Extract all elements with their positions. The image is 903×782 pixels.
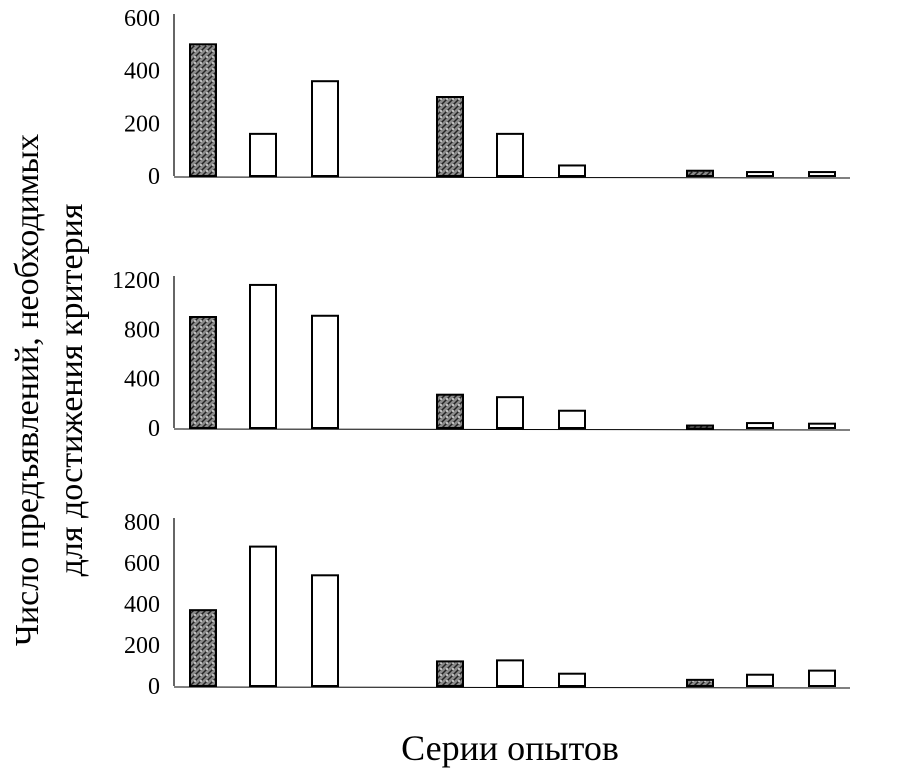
bar-panel1-group2-bar3 — [558, 164, 586, 177]
bar-panel1-group3-bar1 — [686, 169, 714, 178]
bar-panel3-group1-bar3 — [311, 574, 339, 687]
bar-panel1-group1-bar3 — [311, 80, 339, 177]
y-axis-label-line1: Число предъявлений, необходимых — [9, 134, 46, 646]
panel-2: 0 400 800 1200 — [112, 268, 851, 442]
bar-panel2-group2-bar3 — [558, 409, 586, 430]
bar-panel3-group1-bar2 — [249, 545, 277, 687]
x-axis — [173, 176, 851, 179]
bar-panel2-group3-bar3 — [808, 422, 836, 429]
y-tick-label: 600 — [124, 6, 160, 32]
bar-panel2-group1-bar3 — [311, 314, 339, 429]
bar-panel3-group2-bar2 — [496, 659, 524, 687]
bar-panel1-group2-bar1 — [436, 96, 464, 177]
bar-panel2-group1-bar2 — [249, 283, 277, 429]
bar-panel3-group2-bar1 — [436, 660, 464, 688]
y-tick-label: 600 — [124, 551, 160, 577]
bar-panel2-group2-bar1 — [436, 393, 464, 430]
bar-panel1-group1-bar2 — [249, 132, 277, 178]
bar-panel1-group3-bar2 — [746, 171, 774, 178]
x-axis — [173, 428, 851, 431]
bar-panel3-group3-bar3 — [808, 669, 836, 687]
y-tick-label: 800 — [124, 510, 160, 536]
y-tick-label: 0 — [148, 164, 160, 190]
bar-panel3-group3-bar2 — [746, 673, 774, 687]
y-tick-label: 200 — [124, 633, 160, 659]
bar-panel2-group1-bar1 — [189, 316, 217, 429]
bar-panel2-group3-bar2 — [746, 422, 774, 430]
y-tick-label: 0 — [148, 416, 160, 442]
x-axis — [173, 686, 851, 689]
bar-panel1-group1-bar1 — [189, 43, 217, 178]
y-tick-label: 0 — [148, 674, 160, 700]
y-axis-label-line2: для достижения критерия — [53, 203, 90, 576]
x-axis-label: Серии опытов — [401, 728, 619, 768]
bar-panel1-group2-bar2 — [496, 132, 524, 178]
panel-1: 0 200 400 600 — [124, 6, 851, 190]
bar-panel3-group3-bar1 — [686, 678, 714, 687]
panel-3: 0 200 400 600 800 — [124, 510, 851, 700]
y-tick-label: 400 — [124, 59, 160, 85]
y-tick-label: 400 — [124, 592, 160, 618]
bar-panel2-group3-bar1 — [686, 424, 714, 430]
y-tick-label: 1200 — [112, 268, 160, 294]
y-tick-label: 400 — [124, 367, 160, 393]
y-tick-label: 200 — [124, 111, 160, 137]
bar-panel1-group3-bar3 — [808, 171, 836, 178]
bar-panel2-group2-bar2 — [496, 396, 524, 429]
bar-panel3-group2-bar3 — [558, 672, 586, 688]
bar-panel3-group1-bar1 — [189, 609, 217, 688]
y-tick-label: 800 — [124, 317, 160, 343]
